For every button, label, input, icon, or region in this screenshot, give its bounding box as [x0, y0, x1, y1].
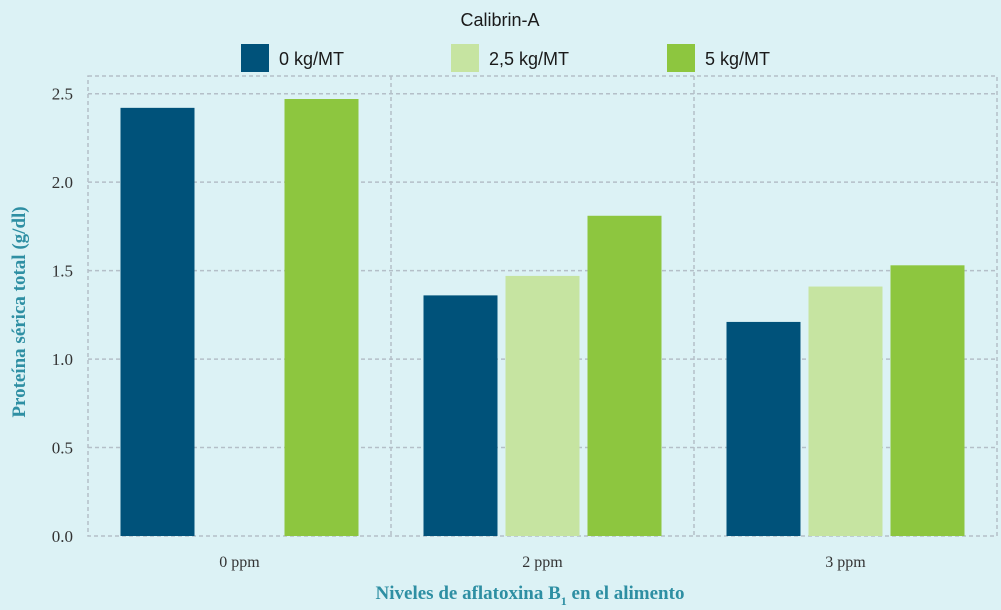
- y-tick-label: 0.5: [52, 439, 73, 458]
- x-tick-label: 2 ppm: [522, 554, 563, 571]
- bar-2-1: [808, 286, 883, 536]
- legend-title: Calibrin-A: [460, 10, 539, 30]
- y-tick-label: 1.5: [52, 262, 73, 281]
- bar-0-2: [284, 99, 359, 536]
- legend-swatch: [667, 44, 695, 72]
- x-axis-title-subscript: 1: [561, 594, 567, 608]
- legend-label: 2,5 kg/MT: [489, 49, 569, 69]
- bar-1-2: [587, 215, 662, 536]
- bar-2-2: [890, 265, 965, 536]
- bar-1-1: [505, 275, 580, 536]
- legend-swatch: [451, 44, 479, 72]
- y-axis: 0.0 0.5 1.0 1.5 2.0 2.5: [52, 85, 73, 546]
- bar-2-0: [726, 321, 801, 536]
- bars: [120, 99, 965, 536]
- x-tick-label: 3 ppm: [825, 554, 866, 571]
- legend-swatch: [241, 44, 269, 72]
- x-axis-title-main: Niveles de aflatoxina B: [376, 583, 562, 604]
- legend-label: 0 kg/MT: [279, 49, 344, 69]
- x-axis-title-rest: en el alimento: [567, 583, 685, 604]
- y-tick-label: 0.0: [52, 527, 73, 546]
- y-tick-label: 1.0: [52, 350, 73, 369]
- bar-0-0: [120, 107, 195, 536]
- legend-label: 5 kg/MT: [705, 49, 770, 69]
- x-tick-label: 0 ppm: [219, 554, 260, 571]
- bar-1-0: [423, 295, 498, 536]
- x-axis-title: Niveles de aflatoxina B1 en el alimento: [376, 583, 685, 608]
- y-tick-label: 2.5: [52, 85, 73, 104]
- y-axis-title: Proteína sérica total (g/dl): [9, 206, 30, 417]
- legend: 0 kg/MT 2,5 kg/MT 5 kg/MT: [241, 44, 770, 72]
- y-tick-label: 2.0: [52, 173, 73, 192]
- x-axis: 0 ppm 2 ppm 3 ppm: [219, 554, 866, 571]
